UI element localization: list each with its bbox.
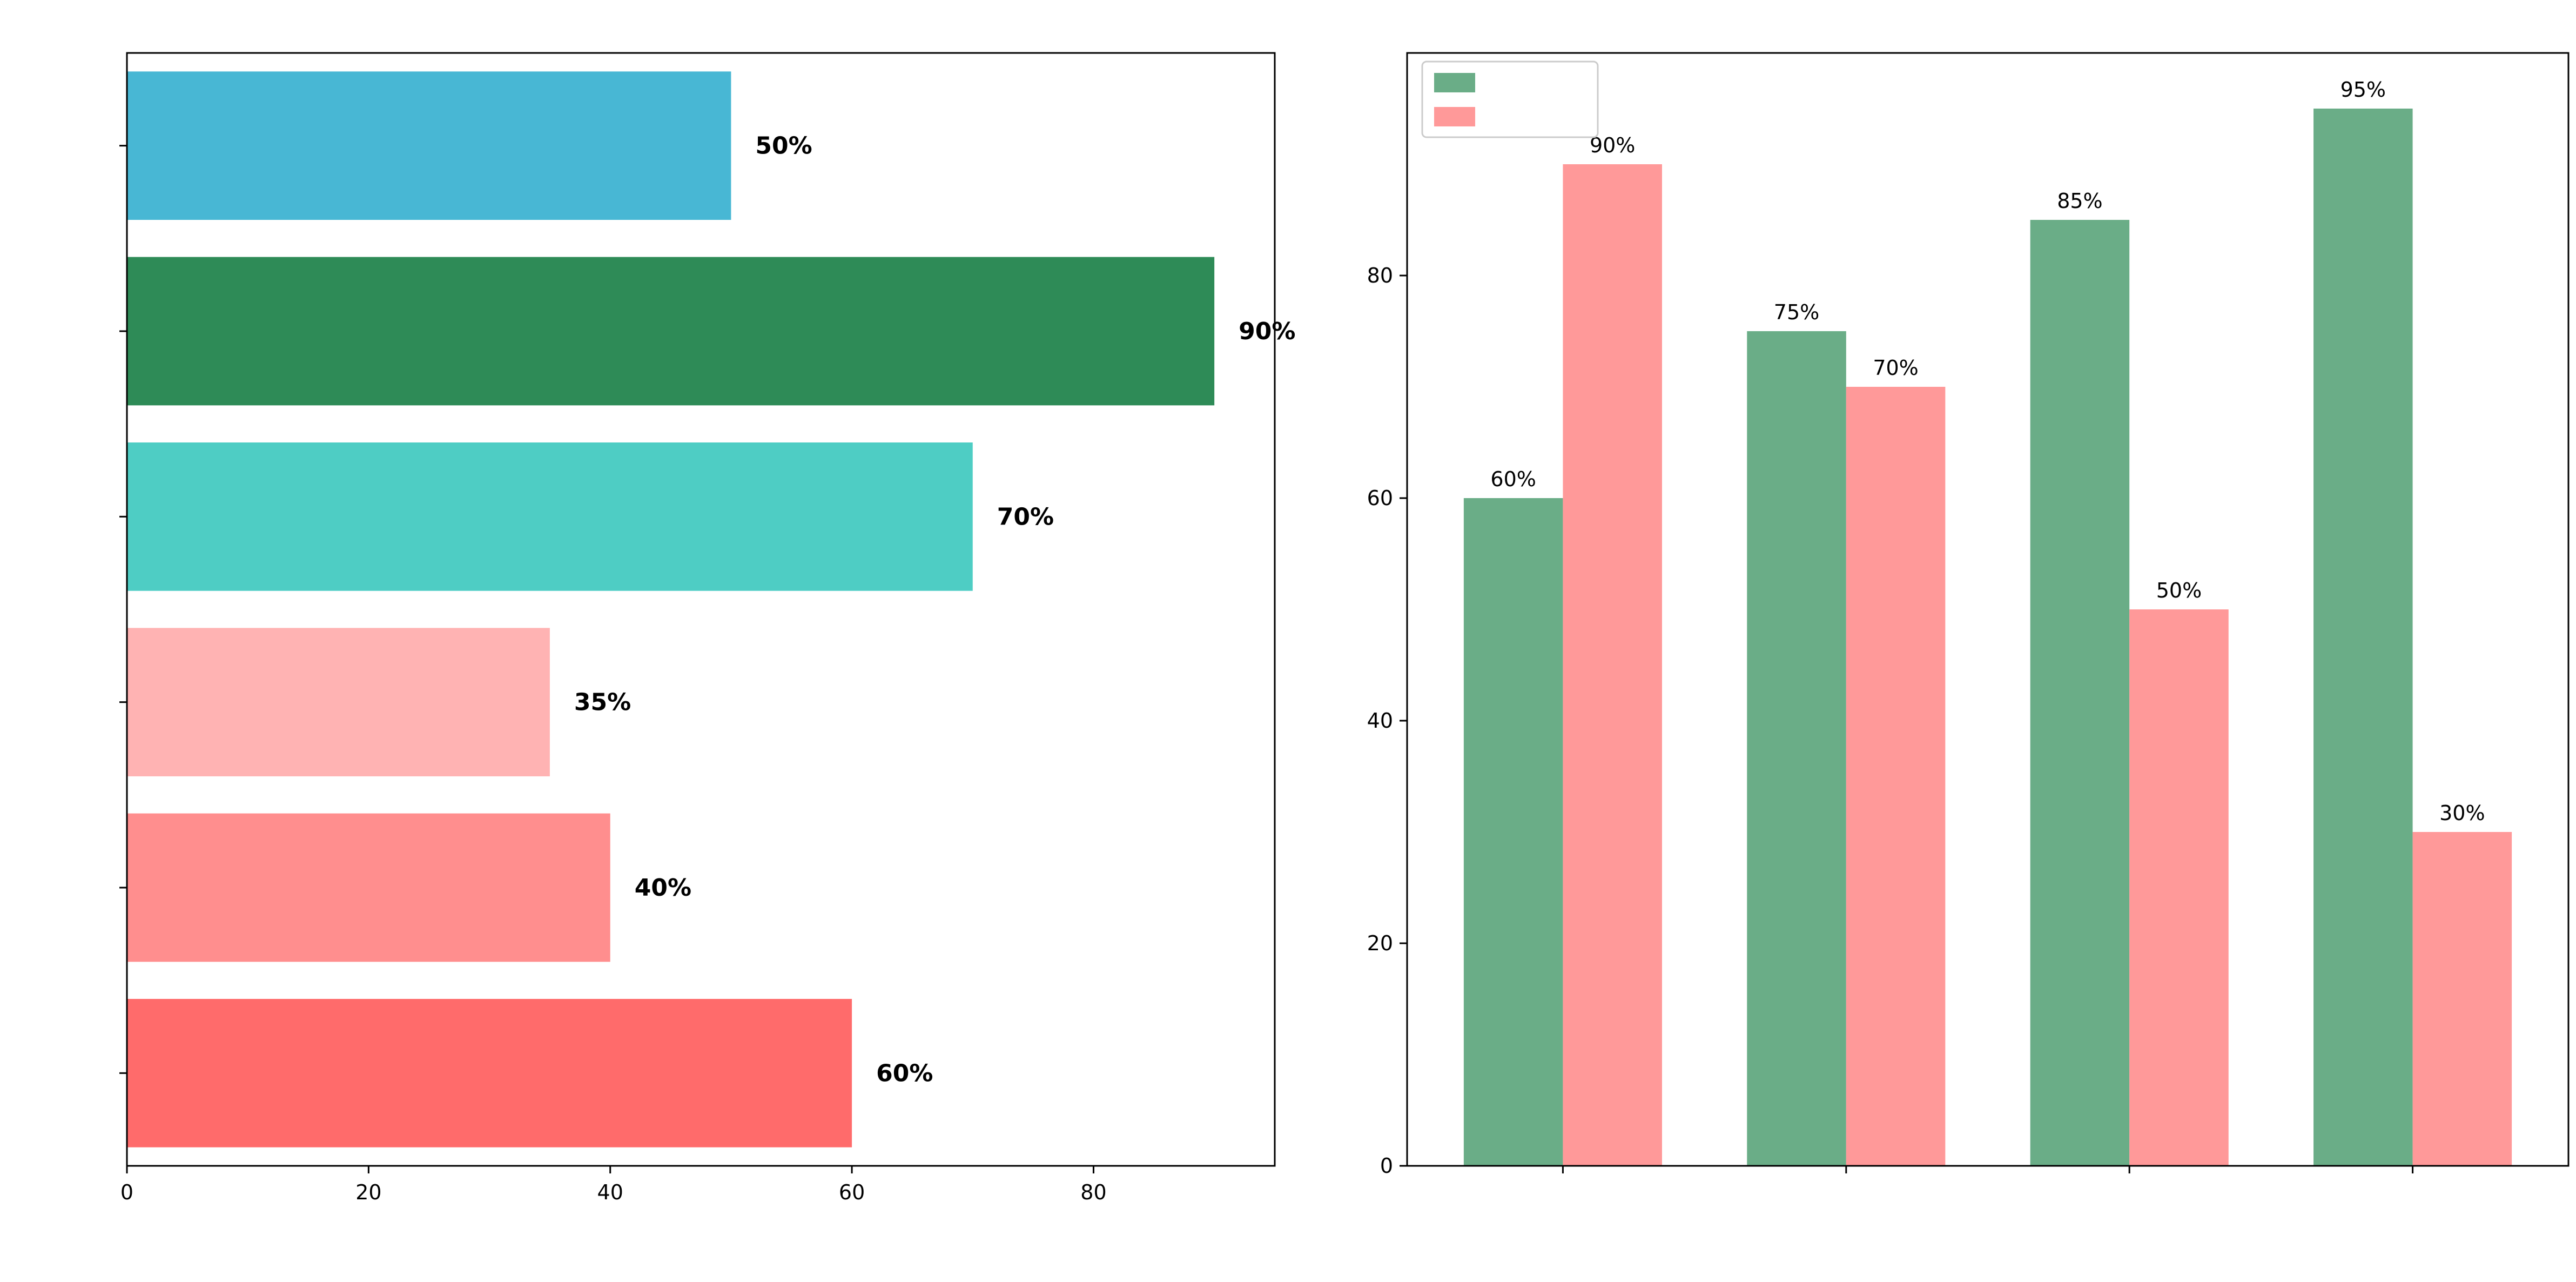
right-bar-series-1-group-4 <box>2313 109 2413 1166</box>
legend-swatch-series-2 <box>1434 107 1475 126</box>
right-bar-series-2-group-4 <box>2412 832 2512 1166</box>
left-bar-4 <box>127 628 550 776</box>
right-bar-series-2-group-2 <box>1846 387 1946 1166</box>
left-bar-value-label-1: 50% <box>755 132 812 160</box>
right-bar-value-label-series-1-group-3: 85% <box>2057 189 2102 213</box>
legend-swatch-series-1 <box>1434 73 1475 92</box>
right-y-tick-label-5: 80 <box>1367 264 1393 287</box>
right-bar-value-label-series-1-group-4: 95% <box>2340 78 2386 102</box>
left-bar-3 <box>127 442 973 591</box>
right-bar-series-1-group-2 <box>1747 331 1846 1166</box>
left-x-tick-label-1: 0 <box>120 1180 133 1204</box>
right-bar-value-label-series-2-group-2: 70% <box>1873 356 1918 380</box>
left-bar-value-label-4: 35% <box>574 689 631 716</box>
right-y-tick-label-2: 20 <box>1367 931 1393 955</box>
left-chart: 50% 90% 70% 35% 40% 60% 0 20 40 60 80 <box>119 52 1295 1204</box>
right-bar-series-2-group-3 <box>2129 609 2229 1166</box>
right-y-tick-label-1: 0 <box>1380 1154 1393 1178</box>
right-bar-value-label-series-1-group-1: 60% <box>1490 467 1536 491</box>
left-x-tick-label-5: 80 <box>1080 1180 1106 1204</box>
left-x-tick-label-3: 40 <box>597 1180 623 1204</box>
right-bar-value-label-series-2-group-1: 90% <box>1590 133 1635 157</box>
left-bar-value-label-2: 90% <box>1239 318 1295 345</box>
right-chart: 60% 75% 85% 95% 90% 70% 50% 30% 0 20 40 60 80 <box>1367 52 2570 1178</box>
right-bar-series-1-group-1 <box>1463 498 1563 1166</box>
right-bar-value-label-series-1-group-2: 75% <box>1774 300 1819 324</box>
left-bar-6 <box>127 999 852 1147</box>
right-bar-series-2-group-1 <box>1563 164 1662 1166</box>
left-bar-1 <box>127 71 731 220</box>
left-bar-value-label-5: 40% <box>635 874 691 902</box>
left-x-tick-label-4: 60 <box>839 1180 865 1204</box>
left-plot-frame <box>126 52 1276 1167</box>
legend <box>1421 61 1599 138</box>
left-bar-2 <box>127 257 1215 406</box>
left-bar-value-label-6: 60% <box>876 1059 933 1087</box>
right-bar-value-label-series-2-group-4: 30% <box>2439 801 2485 825</box>
right-bar-series-1-group-3 <box>2030 220 2130 1166</box>
left-bar-5 <box>127 813 610 962</box>
right-plot-frame <box>1406 52 2570 1167</box>
right-y-tick-label-3: 40 <box>1367 709 1393 733</box>
right-bar-value-label-series-2-group-3: 50% <box>2156 579 2202 602</box>
left-x-tick-label-2: 20 <box>355 1180 381 1204</box>
right-y-tick-label-4: 60 <box>1367 486 1393 510</box>
left-bar-value-label-3: 70% <box>997 503 1054 531</box>
